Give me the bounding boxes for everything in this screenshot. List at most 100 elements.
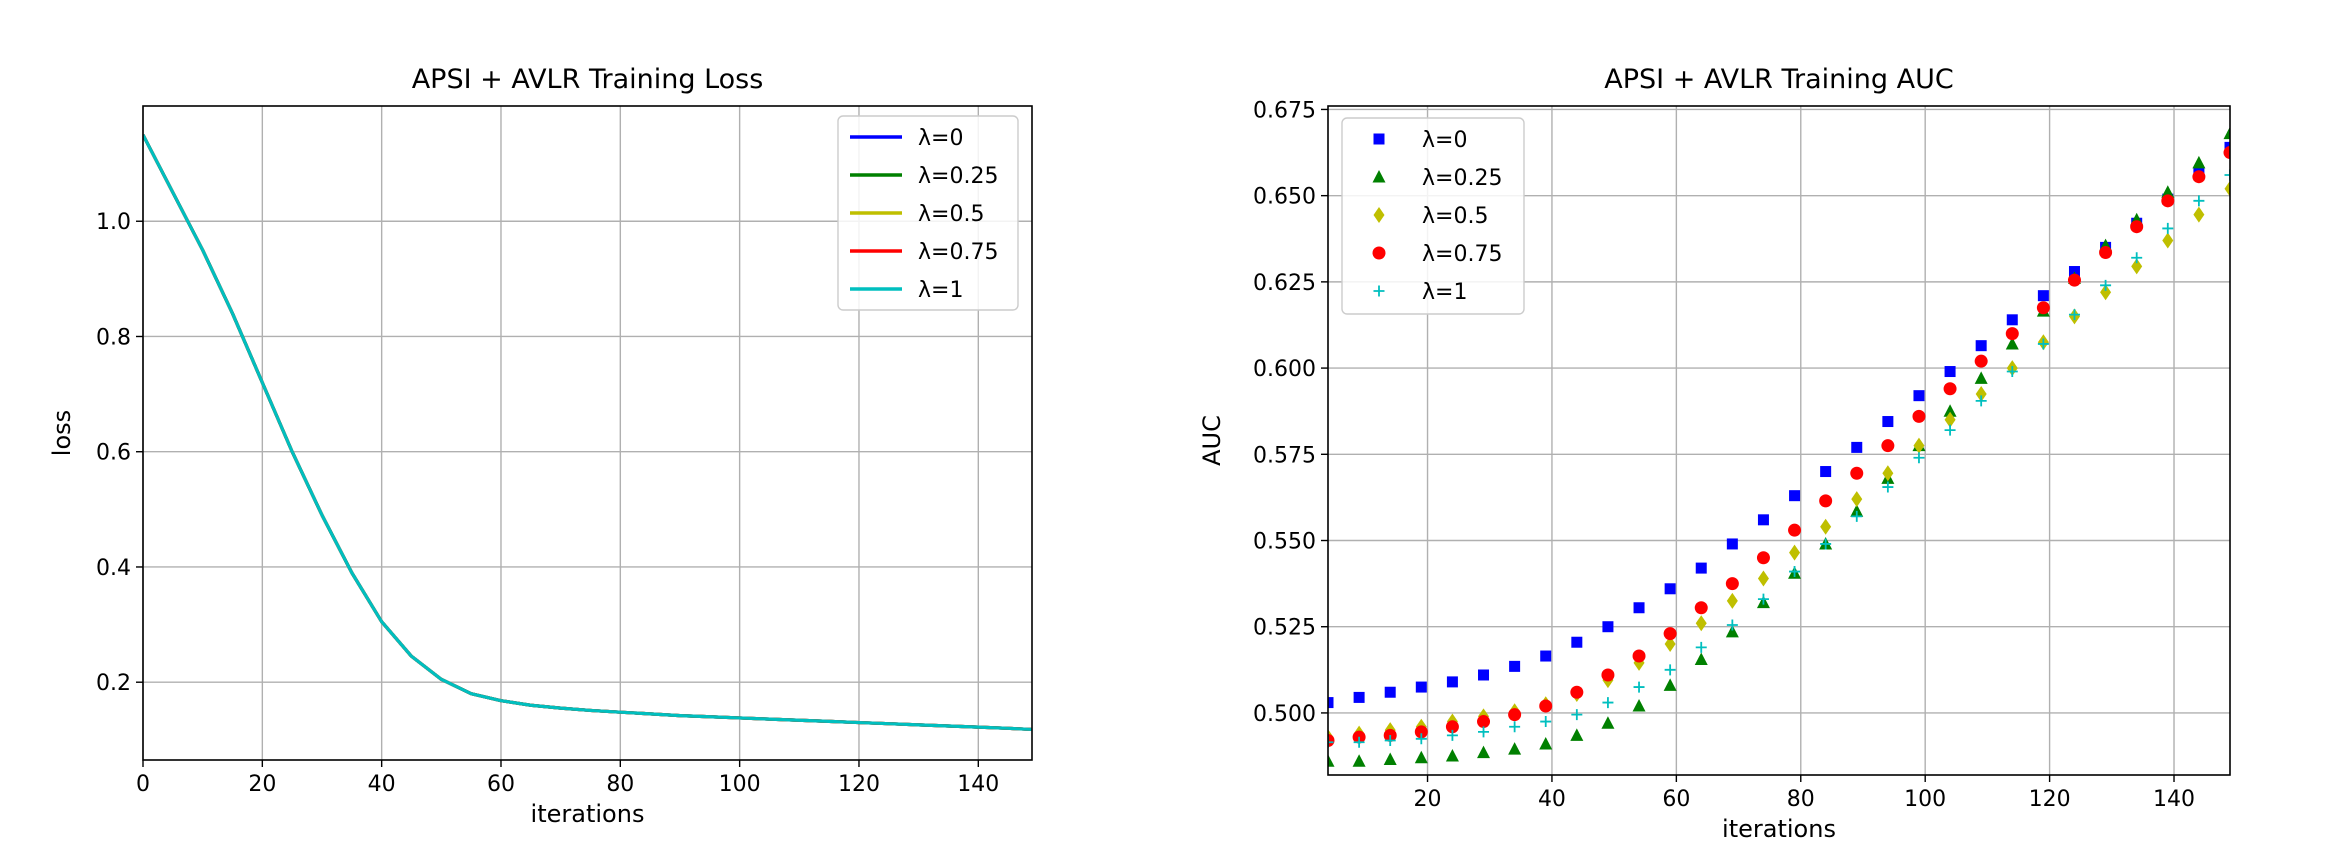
data-point	[2131, 258, 2143, 275]
legend-item: λ=0	[1373, 128, 1467, 153]
data-point	[2006, 366, 2018, 378]
data-point	[1602, 697, 1614, 709]
data-point	[1820, 466, 1832, 478]
data-point	[1881, 439, 1895, 453]
x-tick-label: 100	[719, 772, 761, 797]
chart-title: APSI + AVLR Training Loss	[412, 64, 764, 95]
data-point	[1851, 441, 1863, 453]
legend-label: λ=0.75	[918, 240, 998, 265]
y-tick-label: 0.650	[1253, 185, 1316, 210]
data-point	[2223, 146, 2230, 160]
data-point	[2099, 246, 2113, 260]
data-point	[1540, 716, 1552, 728]
data-point	[1725, 577, 1739, 591]
data-point	[1944, 424, 1956, 436]
data-point	[1851, 510, 1863, 522]
data-point	[2224, 180, 2230, 197]
data-point	[1882, 416, 1894, 428]
data-point	[1633, 602, 1645, 614]
data-point	[1913, 452, 1925, 464]
plot-area	[1328, 126, 2230, 767]
data-point	[1695, 641, 1707, 653]
x-axis-label: iterations	[1722, 815, 1836, 843]
legend-label: λ=0	[1422, 128, 1467, 153]
data-point	[1540, 650, 1552, 662]
x-tick-label: 20	[1414, 787, 1442, 812]
data-point	[1570, 728, 1584, 741]
data-point	[1975, 395, 1987, 407]
data-point	[1695, 562, 1707, 574]
data-point	[2192, 170, 2206, 184]
data-point	[1944, 411, 1956, 428]
data-point	[1912, 409, 1926, 423]
data-point	[1694, 601, 1708, 615]
legend-item: λ=0	[850, 126, 963, 151]
legend-item: λ=0.75	[850, 240, 998, 265]
y-tick-label: 0.600	[1253, 357, 1316, 382]
legend-label: λ=0.25	[918, 164, 998, 189]
data-point	[1820, 538, 1832, 550]
data-point	[2068, 309, 2080, 321]
legend-item: λ=0.5	[850, 202, 984, 227]
data-point	[1445, 749, 1459, 762]
legend: λ=0 λ=0.25 λ=0.5 λ=0.75 λ=1	[837, 115, 1019, 311]
data-point	[1943, 404, 1957, 417]
x-tick-label: 120	[838, 772, 880, 797]
data-point	[1353, 691, 1365, 703]
y-tick-label: 0.2	[96, 671, 131, 696]
data-point	[1974, 371, 1988, 384]
x-tick-label: 0	[136, 772, 150, 797]
data-point	[1509, 721, 1521, 733]
data-point	[2131, 252, 2143, 264]
y-tick-label: 0.575	[1253, 443, 1316, 468]
data-point	[1570, 685, 1584, 699]
data-point	[1726, 619, 1738, 631]
data-point	[1789, 544, 1801, 561]
data-point	[1328, 734, 1335, 748]
y-tick-label: 0.550	[1253, 530, 1316, 555]
data-point	[1664, 583, 1676, 595]
legend-item: λ=1	[1373, 280, 1467, 305]
auc-chart: 20 40 60 80 100 120 140 0.500 0.525 0.550 0.575 0.6…	[1198, 64, 2231, 843]
legend-label: λ=0.5	[1422, 204, 1488, 229]
x-axis-label: iterations	[531, 800, 645, 828]
chart-title: APSI + AVLR Training AUC	[1604, 64, 1953, 95]
data-point	[1446, 729, 1458, 741]
y-axis-label: AUC	[1198, 415, 1226, 466]
data-point	[2193, 206, 2205, 223]
x-tick-label: 80	[1787, 787, 1815, 812]
legend-marker	[1373, 133, 1385, 145]
data-point	[2161, 185, 2175, 198]
data-point	[1509, 660, 1521, 672]
data-point	[1789, 566, 1801, 578]
data-point	[1694, 652, 1708, 665]
legend-box	[1341, 117, 1525, 315]
data-point	[2130, 220, 2144, 234]
data-point	[1383, 752, 1397, 765]
legend-marker	[1372, 170, 1386, 183]
legend-label: λ=0.75	[1422, 242, 1502, 267]
x-tick-label: 20	[248, 772, 276, 797]
data-point	[1788, 523, 1802, 537]
data-point	[1663, 627, 1677, 641]
y-tick-label: 1.0	[96, 210, 131, 235]
legend-label: λ=1	[918, 278, 963, 303]
data-point	[1757, 570, 1769, 587]
data-point	[1944, 366, 1956, 378]
data-point	[1757, 593, 1769, 605]
data-point	[1663, 678, 1677, 691]
data-point	[1478, 726, 1490, 738]
y-tick-label: 0.500	[1253, 702, 1316, 727]
data-point	[1508, 708, 1522, 722]
data-point	[1571, 709, 1583, 721]
legend-item: λ=1	[850, 278, 963, 303]
data-point	[2005, 336, 2019, 350]
data-point	[2036, 301, 2050, 315]
data-point	[1851, 491, 1863, 508]
data-point	[2005, 327, 2019, 341]
legend-item: λ=0.75	[1372, 242, 1502, 267]
data-point	[1415, 733, 1427, 745]
data-point	[1974, 354, 1988, 368]
y-tick-label: 0.675	[1253, 98, 1316, 123]
data-point	[1850, 504, 1864, 517]
